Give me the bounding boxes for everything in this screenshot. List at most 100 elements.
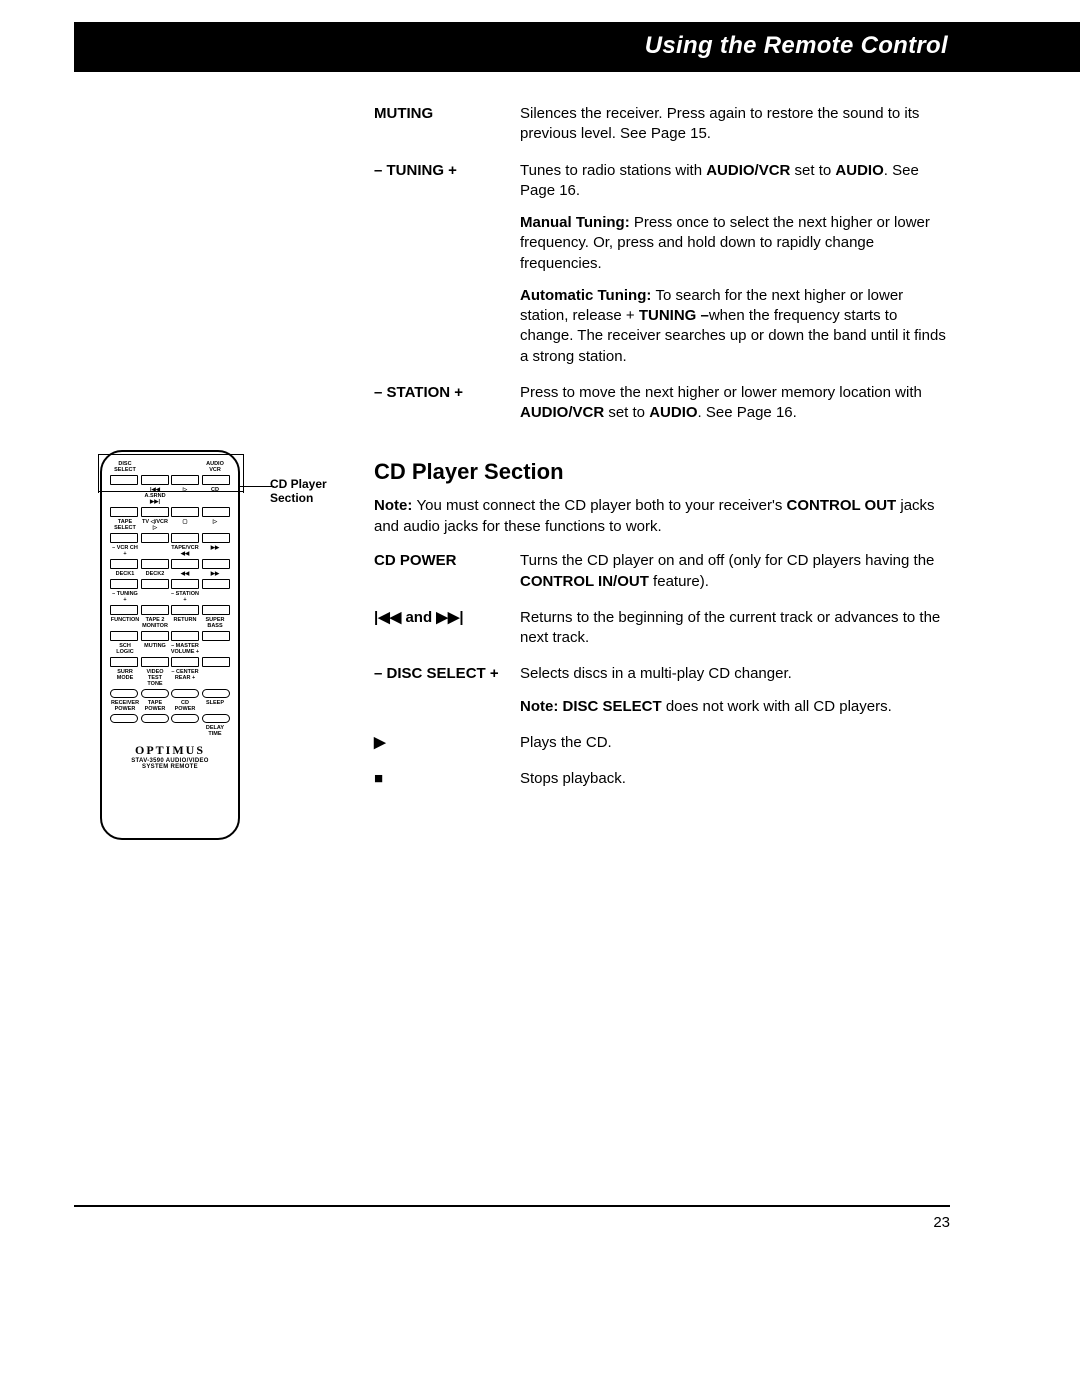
remote-label-row: TAPE SELECTTV ◁/VCR ▷▢▷ (110, 519, 230, 531)
remote-label-row: – VCR CH +TAPE/VCR ◀◀▶▶ (110, 545, 230, 557)
remote-button (110, 579, 138, 589)
remote-button-row (110, 559, 230, 569)
definition-row: MUTINGSilences the receiver. Press again… (374, 104, 950, 157)
remote-button (202, 579, 230, 589)
remote-button (141, 579, 169, 589)
definition-row: CD POWERTurns the CD player on and off (… (374, 551, 950, 604)
page-header-title: Using the Remote Control (645, 32, 948, 60)
definition-row: ■Stops playback. (374, 769, 950, 801)
definition-para: Selects discs in a multi-play CD changer… (520, 664, 950, 684)
remote-callout-label: CD Player Section (270, 478, 350, 506)
remote-label-row: RECEIVER POWERTAPE POWERCD POWERSLEEP (110, 700, 230, 712)
remote-button (171, 631, 199, 641)
definition-para: Stops playback. (520, 769, 950, 789)
definition-label: ■ (374, 769, 520, 801)
remote-label-row: – TUNING +– STATION + (110, 591, 230, 603)
definition-para: Turns the CD player on and off (only for… (520, 551, 950, 592)
definition-para: Plays the CD. (520, 733, 950, 753)
definition-para: Returns to the beginning of the current … (520, 608, 950, 649)
remote-button (141, 559, 169, 569)
definition-desc: Tunes to radio stations with AUDIO/VCR s… (520, 161, 950, 379)
remote-button (141, 507, 169, 517)
remote-button (171, 714, 199, 723)
remote-button-row (110, 579, 230, 589)
remote-button (171, 605, 199, 615)
remote-button-row (110, 689, 230, 698)
definition-label: |◀◀ and ▶▶| (374, 608, 520, 661)
definition-para: Manual Tuning: Press once to select the … (520, 213, 950, 274)
remote-button (202, 533, 230, 543)
remote-button (141, 657, 169, 667)
remote-button (202, 631, 230, 641)
remote-brand: OPTIMUS (108, 743, 232, 758)
definition-para: Silences the receiver. Press again to re… (520, 104, 950, 145)
remote-button-row (110, 714, 230, 723)
definition-desc: Silences the receiver. Press again to re… (520, 104, 950, 157)
definition-row: – STATION +Press to move the next higher… (374, 383, 950, 436)
remote-label-row: FUNCTIONTAPE 2 MONITORRETURNSUPER BASS (110, 617, 230, 629)
definition-desc: Returns to the beginning of the current … (520, 608, 950, 661)
remote-label-row: SCH LOGICMUTING– MASTER VOLUME + (110, 643, 230, 655)
definition-desc: Plays the CD. (520, 733, 950, 765)
remote-button-row (110, 533, 230, 543)
remote-button-row (110, 605, 230, 615)
remote-illustration: DISC SELECTAUDIO VCR|◀◀ A.SRND ▶▶|▷CDTAP… (100, 450, 270, 840)
definition-row: – TUNING +Tunes to radio stations with A… (374, 161, 950, 379)
header-bar: Using the Remote Control (74, 22, 1080, 72)
remote-button (202, 559, 230, 569)
remote-button (202, 507, 230, 517)
remote-button (110, 714, 138, 723)
remote-button (110, 657, 138, 667)
definition-para: Press to move the next higher or lower m… (520, 383, 950, 424)
remote-button-row (110, 631, 230, 641)
definition-label: ▶ (374, 733, 520, 765)
definition-row: – DISC SELECT +Selects discs in a multi-… (374, 664, 950, 729)
remote-button (141, 605, 169, 615)
definition-para: Tunes to radio stations with AUDIO/VCR s… (520, 161, 950, 202)
remote-label-row: SURR MODEVIDEO TEST TONE– CENTER REAR + (110, 669, 230, 687)
remote-button (110, 631, 138, 641)
definition-desc: Press to move the next higher or lower m… (520, 383, 950, 436)
remote-button (171, 533, 199, 543)
definition-label: – STATION + (374, 383, 520, 436)
remote-label-row: DECK1DECK2◀◀▶▶ (110, 571, 230, 577)
remote-button (202, 605, 230, 615)
definition-para: Note: DISC SELECT does not work with all… (520, 697, 950, 717)
remote-button-row (110, 657, 230, 667)
definition-label: – TUNING + (374, 161, 520, 379)
remote-button (110, 605, 138, 615)
definition-para: Automatic Tuning: To search for the next… (520, 286, 950, 367)
definition-desc: Selects discs in a multi-play CD changer… (520, 664, 950, 729)
remote-button (110, 533, 138, 543)
definition-desc: Stops playback. (520, 769, 950, 801)
cd-section-note: Note: You must connect the CD player bot… (374, 495, 950, 537)
definition-desc: Turns the CD player on and off (only for… (520, 551, 950, 604)
remote-button (171, 657, 199, 667)
remote-button (171, 579, 199, 589)
definition-row: |◀◀ and ▶▶|Returns to the beginning of t… (374, 608, 950, 661)
remote-button (202, 714, 230, 723)
remote-button-row (110, 507, 230, 517)
remote-button (110, 559, 138, 569)
remote-button (110, 689, 138, 698)
remote-button (141, 533, 169, 543)
remote-button (171, 559, 199, 569)
remote-button (202, 657, 230, 667)
page-number: 23 (933, 1214, 950, 1231)
remote-label-row: DELAY TIME (110, 725, 230, 737)
footer-rule (74, 1205, 950, 1207)
remote-button (110, 507, 138, 517)
remote-button (141, 631, 169, 641)
definition-label: MUTING (374, 104, 520, 157)
remote-button (141, 714, 169, 723)
remote-button (171, 689, 199, 698)
definition-label: – DISC SELECT + (374, 664, 520, 729)
cd-section-title: CD Player Section (374, 459, 950, 485)
remote-button (171, 507, 199, 517)
definition-row: ▶Plays the CD. (374, 733, 950, 765)
definition-label: CD POWER (374, 551, 520, 604)
remote-body: DISC SELECTAUDIO VCR|◀◀ A.SRND ▶▶|▷CDTAP… (100, 450, 240, 840)
remote-button (202, 689, 230, 698)
remote-button (141, 689, 169, 698)
remote-system: SYSTEM REMOTE (108, 764, 232, 770)
